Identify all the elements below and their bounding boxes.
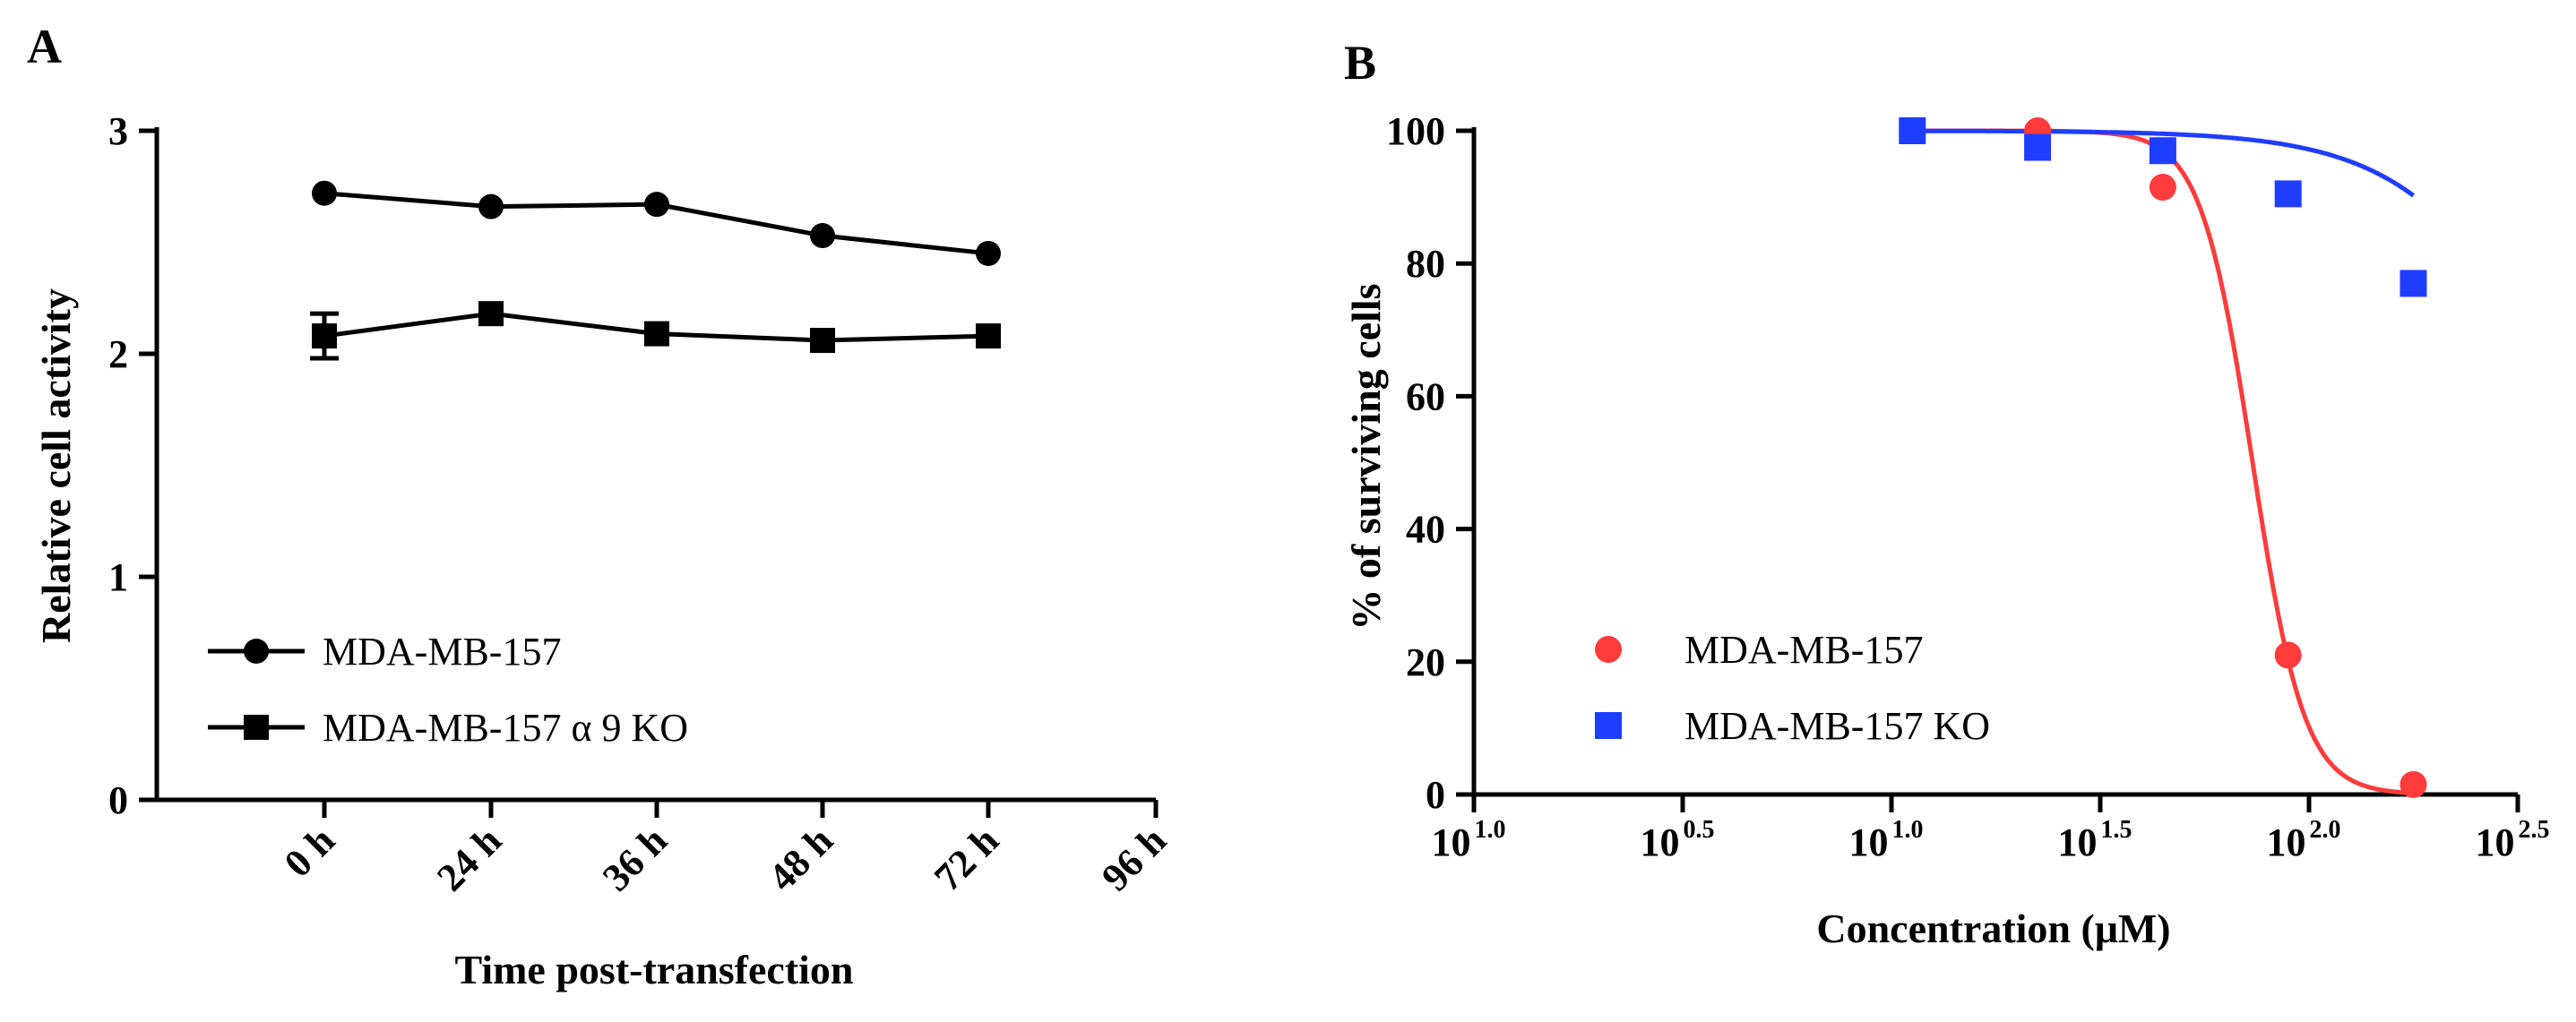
panel-a-axes: 0 1 2 3 0 h 24 h 36 h 48 h 72 h 96 h	[108, 109, 1175, 899]
panel-a-data-point	[644, 192, 669, 218]
panel-a-y-axis-label: Relative cell activity	[33, 288, 79, 643]
panel-b-legend-label: MDA-MB-157	[1684, 628, 1923, 672]
panel-b-y-axis-label: % of surviving cells	[1343, 283, 1389, 630]
panel-b-y-tick-label: 100	[1386, 109, 1445, 153]
panel-a-data-point	[312, 323, 337, 349]
panel-b-data-point	[2149, 173, 2176, 201]
panel-a-data-point	[478, 301, 504, 327]
panel-a-letter: A	[27, 20, 62, 73]
panel-b-data-point	[2274, 641, 2302, 669]
panel-a-data-point	[976, 323, 1001, 349]
panel-a-y-tick-label: 1	[108, 555, 128, 599]
panel-a-y-tick-label: 0	[108, 778, 128, 822]
panel-a-x-tick-label: 48 h	[760, 818, 841, 899]
panel-b-axes: 0 20 40 60 80 100 10 1.0 10 0.5 10 1.0 10 1.5 10 2.0 10 2…	[1386, 109, 2550, 864]
panel-b-fit-curve	[1912, 128, 2414, 795]
panel-a-x-tick-label: 72 h	[926, 818, 1007, 899]
panel-b-data-point	[2274, 180, 2302, 208]
panel-b-legend-marker	[1595, 636, 1622, 663]
panel-a-x-axis-label: Time post-transfection	[454, 947, 853, 992]
panel-b-plot-area	[1899, 117, 2427, 798]
panel-b-y-tick-label: 20	[1406, 640, 1445, 684]
panel-b-legend: MDA-MB-157 MDA-MB-157 KO	[1595, 628, 1990, 748]
panel-a-plot-area	[310, 180, 1001, 361]
panel-b-y-tick-label: 0	[1426, 773, 1445, 817]
panel-a-data-point	[644, 321, 669, 347]
panel-a-data-point	[478, 193, 504, 219]
panel-a-x-tick-label: 0 h	[276, 818, 343, 885]
panel-a-data-point	[810, 328, 835, 354]
panel-a-y-tick-label: 3	[108, 109, 128, 153]
panel-a-x-tick-label: 36 h	[594, 818, 676, 899]
panel-a-y-tick-label: 2	[108, 332, 128, 376]
panel-b-x-tick-label: 10 1.5	[2058, 816, 2132, 864]
panel-b-x-tick-label: 10 2.0	[2267, 816, 2341, 864]
panel-b-x-tick-label: 10 1.0	[1432, 816, 1506, 864]
panel-a-legend-marker	[244, 639, 269, 664]
panel-b-x-tick-label: 10 2.5	[2476, 816, 2550, 864]
panel-b-y-tick-label: 40	[1406, 508, 1445, 552]
panel-b-data-point	[2399, 270, 2427, 297]
panel-a-x-tick-label: 24 h	[428, 818, 510, 899]
panel-a-legend-label: MDA-MB-157	[323, 630, 561, 674]
panel-a-data-point	[810, 223, 835, 249]
panel-b-x-tick-label: 10 1.0	[1849, 816, 1924, 864]
panel-b-data-point	[1899, 117, 1926, 144]
panel-b-x-axis-label: Concentration (μM)	[1816, 906, 2170, 951]
panel-b-x-tick-label: 10 0.5	[1641, 816, 1715, 864]
panel-b-legend-label: MDA-MB-157 KO	[1684, 704, 1990, 748]
panel-a-legend-marker	[244, 715, 269, 740]
panel-b-letter: B	[1344, 36, 1376, 90]
panel-a-data-point	[976, 240, 1001, 266]
panel-a-data-point	[312, 180, 337, 206]
panel-b-y-tick-label: 60	[1406, 374, 1445, 418]
panel-b-data-point	[2399, 770, 2427, 798]
panel-b-legend-marker	[1595, 712, 1622, 739]
panel-a-x-tick-label: 96 h	[1093, 818, 1175, 899]
panel-a: A 0 1 2 3 0 h 24 h 36 h 48 h 72 h 96 h Relative c…	[27, 20, 1175, 992]
panel-b-y-tick-label: 80	[1406, 242, 1445, 286]
panel-b: B 0 20 40 60 80 100 10 1.0 10 0.5 10 1.0 10 1.5 10 2.0 1…	[1343, 36, 2550, 951]
panel-a-legend-label: MDA-MB-157 α 9 KO	[323, 706, 688, 750]
panel-b-fit-curve	[1912, 128, 2415, 198]
panel-b-data-point	[2024, 133, 2052, 161]
panel-b-data-point	[2149, 137, 2176, 165]
panel-a-legend: MDA-MB-157 MDA-MB-157 α 9 KO	[208, 630, 688, 750]
